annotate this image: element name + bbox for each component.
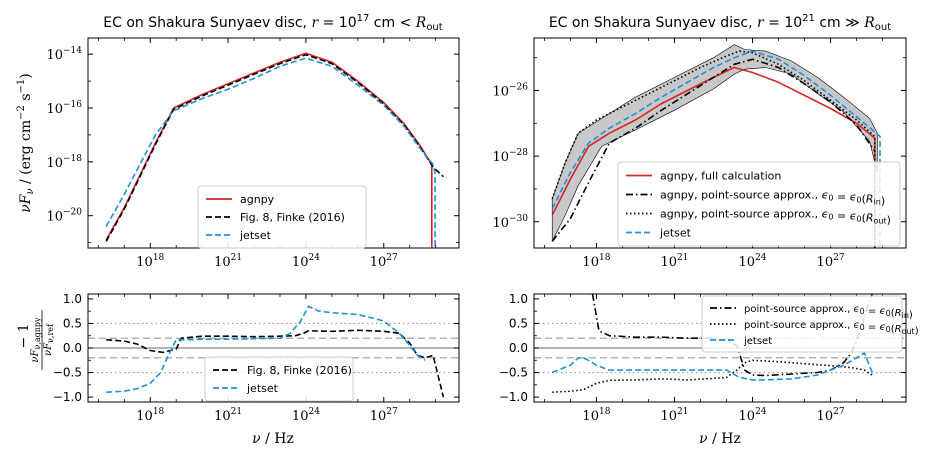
bottom-left-panel: 1018 1021 1024 1027 1.0 0.5 0.0 −0.5 −1.0 Fig. 8,… (53, 292, 460, 424)
bottom-right-series-point-source-approx-0-0-r-out (552, 359, 873, 393)
top-right-ytick-label: 10−28 (492, 148, 528, 165)
top-right-xtick-label: 1018 (582, 253, 610, 270)
bottom-right-legend: point-source approx., ϵ0 = ϵ0(Rin)point-… (701, 295, 919, 353)
bottom-left-legend-label-jetset: jetset (246, 382, 279, 395)
top-left-ytick-label: 10−14 (46, 46, 82, 63)
svg-text:− 1: − 1 (16, 323, 32, 348)
bottom-right-panel: 1018 1021 1024 1027 1.0 0.5 0.0 −0.5 −1.0 point-s… (499, 292, 919, 424)
bottom-right-xtick-label: 1027 (817, 407, 845, 424)
top-left-series-jetset (105, 57, 436, 248)
top-right-legend: agnpy, full calculation agnpy, point-sour… (617, 161, 901, 247)
bottom-right-series-point-source-approx-0-0-r-in (591, 294, 873, 377)
bottom-right-xtick-label: 1024 (739, 407, 767, 424)
bottom-right-ytick-label: −0.5 (499, 366, 528, 380)
top-left-xtick-label: 1027 (370, 253, 398, 270)
top-right-ytick-label: 10−30 (492, 214, 528, 231)
bottom-right-legend-label-point-source-approx-0-0-r-out: point-source approx., ϵ0 = ϵ0(Rout) (744, 320, 919, 337)
top-left-xtick-label: 1024 (292, 253, 320, 270)
top-left-legend-label-jetset: jetset (239, 229, 272, 242)
bottom-right-ytick-label: 0.0 (509, 341, 528, 355)
top-right-legend-label-agnpy-point-source-approx-0-0-r-in: agnpy, point-source approx., ϵ0 = ϵ0(Rin… (660, 189, 885, 208)
bottom-right-xlabel: ν / Hz (699, 431, 741, 447)
svg-text:νFν,agnpy: νFν,agnpy (30, 317, 42, 363)
bottom-right-xtick-label: 1021 (660, 407, 688, 424)
top-left-legend-label-agnpy: agnpy (240, 193, 275, 206)
top-left-series-agnpy (105, 52, 433, 248)
bottom-right-legend-label-jetset: jetset (743, 336, 772, 347)
top-right-panel: 1018 1021 1024 1027 10−26 10−28 10−30 agnpy, fu… (492, 37, 907, 270)
top-right-series-agnpy-full-calculation (551, 66, 876, 248)
top-right-ytick-label: 10−26 (492, 83, 528, 100)
top-right-legend-label-jetset: jetset (659, 227, 692, 240)
bottom-right-xtick-label: 1018 (582, 407, 610, 424)
top-left-xtick-label: 1021 (214, 253, 242, 270)
bottom-left-ytick-label: 1.0 (63, 292, 82, 306)
bottom-left-xtick-label: 1024 (292, 407, 320, 424)
top-left-ytick-label: 10−18 (46, 154, 82, 171)
top-left-legend-label-fig-8-finke-2016: Fig. 8, Finke (2016) (240, 211, 345, 224)
top-right-legend-box (617, 161, 901, 247)
bottom-right-ytick-label: −1.0 (499, 390, 528, 404)
top-left-ytick-label: 10−20 (46, 208, 82, 225)
top-left-title: EC on Shakura Sunyaev disc, r = 1017 cm … (103, 13, 442, 33)
bottom-left-series-fig-8-finke-2016 (106, 329, 445, 398)
bottom-left-legend: Fig. 8, Finke (2016) jetset (204, 356, 354, 402)
top-left-legend: agnpy Fig. 8, Finke (2016) jetset (197, 185, 367, 249)
svg-text:νFν,ref: νFν,ref (43, 323, 55, 356)
bottom-left-xtick-label: 1021 (214, 407, 242, 424)
top-left-plot-area (105, 52, 444, 248)
top-right-axes-frame (533, 37, 907, 249)
top-right-legend-label-agnpy-point-source-approx-0-0-r-out: agnpy, point-source approx., ϵ0 = ϵ0(Rou… (660, 208, 891, 227)
top-right-xtick-label: 1021 (660, 253, 688, 270)
bottom-left-xtick-label: 1018 (136, 407, 164, 424)
top-right-series-agnpy-point-source-approx-0-0-r-in (551, 58, 876, 242)
top-right-series-jetset (551, 50, 881, 248)
bottom-right-ytick-label: 0.5 (509, 316, 528, 330)
bottom-left-ytick-label: −0.5 (53, 366, 82, 380)
top-right-title: EC on Shakura Sunyaev disc, r = 1021 cm … (549, 13, 891, 33)
bottom-left-ytick-label: 0.5 (63, 316, 82, 330)
bottom-right-legend-label-point-source-approx-0-0-r-in: point-source approx., ϵ0 = ϵ0(Rin) (744, 304, 913, 321)
top-right-xtick-label: 1024 (739, 253, 767, 270)
bottom-left-ytick-label: 0.0 (63, 341, 82, 355)
top-left-ytick-label: 10−16 (46, 100, 82, 117)
top-right-xtick-label: 1027 (817, 253, 845, 270)
bottom-left-ylabel: νFν,agnpy νFν,ref − 1 (16, 310, 55, 370)
bottom-left-xtick-label: 1027 (370, 407, 398, 424)
bottom-right-ytick-label: 1.0 (509, 292, 528, 306)
top-left-ylabel: νFν / (erg cm−2 s−1) (16, 73, 36, 213)
top-left-panel: 1018 1021 1024 1027 10−14 10−16 10−18 10−20 agnp… (46, 37, 460, 270)
bottom-left-legend-label-fig-8-finke-2016: Fig. 8, Finke (2016) (247, 364, 352, 377)
top-left-legend-box (197, 185, 367, 249)
bottom-left-legend-box (204, 356, 354, 402)
top-left-xtick-label: 1018 (136, 253, 164, 270)
bottom-left-ytick-label: −1.0 (53, 390, 82, 404)
bottom-left-xlabel: ν / Hz (252, 431, 294, 447)
bottom-right-legend-box (701, 295, 903, 353)
bottom-left-series-jetset (106, 305, 426, 393)
bottom-right-series-jetset (551, 352, 873, 381)
top-right-legend-label-agnpy-full-calculation: agnpy, full calculation (660, 170, 781, 183)
